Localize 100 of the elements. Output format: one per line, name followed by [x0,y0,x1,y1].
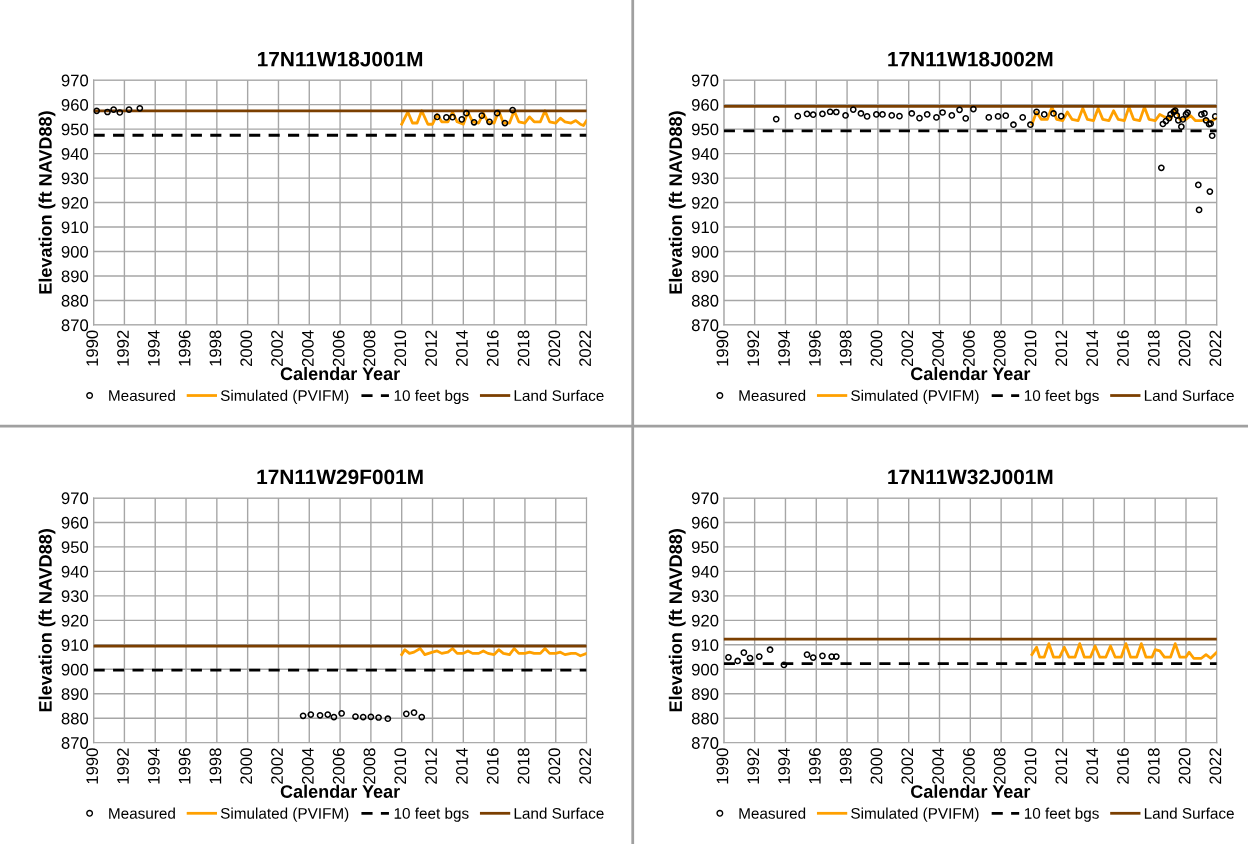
x-tick-label: 2008 [363,748,376,784]
x-tick-label: 2000 [240,330,253,367]
x-tick-label: 2004 [932,330,944,367]
legend-label: Measured [739,807,806,819]
x-tick-label: 2020 [548,330,561,367]
x-tick-label: 2022 [1209,748,1222,784]
x-tick-label: 2008 [993,748,1006,784]
x-tick-label: 1992 [747,748,760,784]
x-tick-label: 2014 [1086,330,1099,367]
x-tick-label: 2006 [962,748,975,784]
x-tick-label: 2004 [932,748,944,784]
y-tick-label: 950 [691,541,719,554]
legend-label: Land Surface [514,807,604,819]
x-tick-label: 2010 [1024,330,1037,367]
y-tick-label: 900 [61,245,89,258]
x-tick-label: 1998 [839,748,852,784]
legend-label: 10 feet bgs [1024,807,1099,822]
y-tick-label: 870 [61,319,89,332]
y-tick-label: 940 [691,565,719,578]
x-tick-label: 1992 [117,330,129,366]
y-tick-label: 870 [61,737,89,749]
x-tick-label: 1994 [778,330,790,366]
chart-title: 17N11W29F001M [257,469,423,485]
legend-label: Simulated (PVIFM) [851,389,979,405]
x-tick-label: 1994 [147,330,160,366]
y-tick-label: 920 [61,196,89,209]
y-tick-label: 880 [691,294,719,307]
x-tick-label: 2000 [240,748,253,784]
x-tick-label: 2008 [363,330,376,367]
x-tick-label: 2014 [1086,748,1099,784]
y-tick-label: 970 [691,492,719,505]
x-tick-label: 1998 [839,330,852,366]
x-tick-label: 1994 [778,748,790,784]
legend-label: Simulated (PVIFM) [851,807,979,822]
x-tick-label: 1990 [86,330,99,366]
y-axis-title: Elevation (ft NAVD88) [38,529,56,712]
x-tick-label: 2000 [870,748,883,784]
y-tick-label: 970 [691,74,719,87]
y-tick-label: 960 [691,99,719,111]
x-tick-label: 2004 [301,330,314,367]
x-tick-label: 1990 [86,748,99,784]
legend-label: Simulated (PVIFM) [220,807,349,822]
legend-label: Measured [109,389,175,402]
x-tick-label: 2008 [993,330,1006,367]
y-tick-label: 910 [691,639,719,652]
x-tick-label: 2012 [425,748,437,784]
x-tick-label: 1998 [209,748,222,784]
y-tick-label: 920 [61,614,89,627]
x-tick-label: 2000 [870,330,883,367]
x-tick-label: 1996 [178,330,191,366]
y-tick-label: 890 [691,688,719,700]
x-tick-label: 2018 [1147,748,1160,784]
x-axis-title: Calendar Year [280,784,400,798]
x-tick-label: 2018 [517,330,530,367]
y-tick-label: 940 [61,565,89,578]
y-tick-label: 880 [691,712,719,725]
y-tick-label: 970 [61,492,89,505]
x-tick-label: 2020 [1178,748,1191,784]
x-tick-label: 2002 [271,748,283,784]
y-tick-label: 930 [61,172,89,185]
legend-label: Measured [109,807,175,819]
x-tick-label: 2022 [1209,330,1222,367]
y-tick-label: 930 [691,590,719,603]
x-tick-label: 2004 [301,748,314,784]
x-tick-label: 2002 [901,748,914,784]
legend-label: 10 feet bgs [394,807,469,822]
x-tick-label: 2010 [394,330,407,367]
y-tick-label: 960 [61,516,89,529]
y-tick-label: 960 [61,99,89,111]
y-tick-label: 900 [61,663,89,676]
y-tick-label: 950 [61,123,89,136]
x-tick-label: 2014 [455,330,468,367]
x-tick-label: 2010 [394,748,407,784]
legend-label: Simulated (PVIFM) [220,389,349,405]
x-tick-label: 2014 [455,748,468,784]
y-tick-label: 950 [691,123,719,136]
y-tick-label: 940 [61,148,89,160]
x-tick-label: 1990 [716,330,729,366]
y-tick-label: 890 [61,688,89,700]
x-tick-label: 1990 [716,748,729,784]
x-tick-label: 2016 [1117,330,1129,367]
x-axis-title: Calendar Year [911,366,1031,381]
x-tick-label: 2018 [1147,330,1160,367]
x-tick-label: 2012 [1055,748,1068,784]
y-tick-label: 930 [61,590,89,603]
x-tick-label: 2002 [901,330,914,367]
x-tick-label: 2022 [579,748,592,784]
legend-label: Land Surface [514,389,604,402]
y-axis-title: Elevation (ft NAVD88) [668,529,686,712]
x-tick-label: 1996 [808,330,821,366]
x-tick-label: 2006 [332,748,345,784]
x-tick-label: 2016 [486,330,499,367]
x-tick-label: 1996 [808,748,821,784]
y-axis-title: Elevation (ft NAVD88) [38,111,56,294]
chart-title: 17N11W32J001M [888,469,1053,485]
y-tick-label: 920 [691,196,719,209]
x-tick-label: 2018 [517,748,530,784]
x-tick-label: 2006 [332,330,345,367]
y-tick-label: 900 [691,663,719,676]
x-tick-label: 2006 [962,330,975,367]
